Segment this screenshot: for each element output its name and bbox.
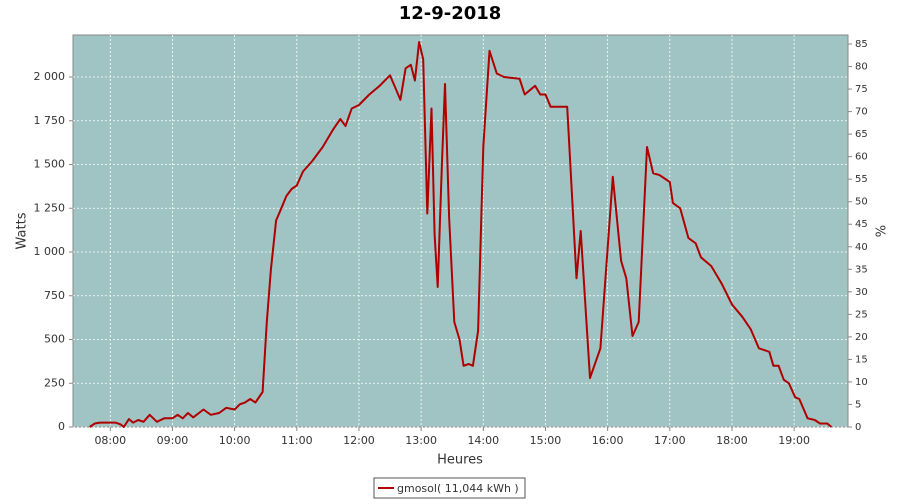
y-tick-label: 2 000 [34,70,66,83]
y-axis-label: Watts [15,212,30,249]
x-axis-label: Heures [437,453,483,468]
y2-tick-label: 55 [855,174,868,185]
y2-tick-label: 20 [855,332,868,343]
y2-tick-label: 75 [855,84,868,95]
x-tick-label: 08:00 [94,434,126,447]
y2-tick-label: 65 [855,129,868,140]
y2-tick-label: 60 [855,152,868,163]
y-tick-label: 750 [44,289,65,302]
x-tick-label: 18:00 [716,434,748,447]
y-tick-label: 0 [58,420,65,433]
y2-tick-label: 40 [855,242,868,253]
y-tick-label: 250 [44,376,65,389]
y2-tick-label: 80 [855,62,868,73]
legend-label: gmosol( 11,044 kWh ) [397,482,519,495]
y2-tick-label: 30 [855,287,868,298]
y2-tick-label: 10 [855,377,868,388]
x-tick-label: 15:00 [530,434,562,447]
x-tick-label: 11:00 [281,434,313,447]
plot-area [72,34,849,428]
y2-tick-label: 70 [855,107,868,118]
x-tick-label: 17:00 [654,434,686,447]
y2-tick-label: 0 [855,422,861,433]
y2-tick-label: 25 [855,309,868,320]
chart-title: 12-9-2018 [399,3,502,24]
y2-tick-label: 50 [855,197,868,208]
y2-tick-label: 15 [855,354,868,365]
x-tick-label: 10:00 [219,434,251,447]
y-tick-label: 500 [44,333,65,346]
y-tick-label: 1 000 [34,245,66,258]
x-tick-label: 12:00 [343,434,375,447]
y-tick-label: 1 750 [34,114,66,127]
legend [373,477,526,499]
data-line [89,41,833,428]
y2-tick-label: 5 [855,399,861,410]
x-tick-label: 14:00 [467,434,499,447]
x-tick-label: 13:00 [405,434,437,447]
y2-tick-label: 35 [855,264,868,275]
x-tick-label: 19:00 [778,434,810,447]
y-tick-label: 1 500 [34,158,66,171]
y-tick-label: 1 250 [34,201,66,214]
y2-tick-label: 45 [855,219,868,230]
x-tick-label: 09:00 [157,434,189,447]
y2-axis-label: % [875,225,890,237]
x-tick-label: 16:00 [592,434,624,447]
y2-tick-label: 85 [855,39,868,50]
